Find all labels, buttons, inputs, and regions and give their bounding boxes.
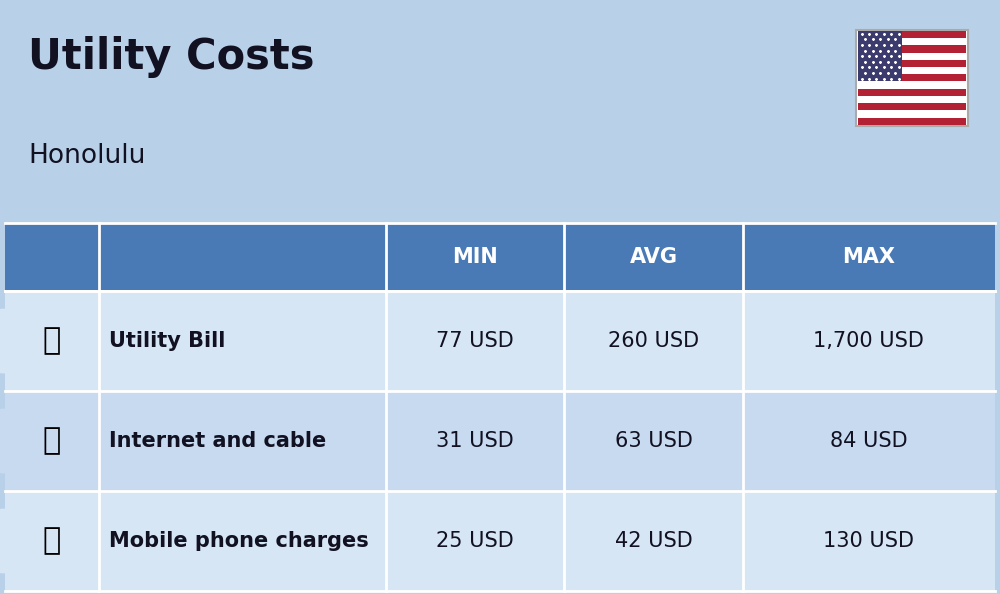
Bar: [858, 45, 966, 52]
Text: Mobile phone charges: Mobile phone charges: [109, 531, 369, 551]
Bar: [858, 52, 966, 60]
Bar: [5, 291, 995, 391]
FancyBboxPatch shape: [0, 508, 107, 573]
Bar: [858, 110, 966, 118]
Bar: [858, 38, 966, 45]
FancyBboxPatch shape: [0, 409, 107, 473]
Text: 📱: 📱: [43, 526, 61, 555]
Bar: [858, 67, 966, 74]
Text: 1,700 USD: 1,700 USD: [813, 331, 924, 351]
FancyBboxPatch shape: [0, 309, 107, 374]
Text: 31 USD: 31 USD: [436, 431, 514, 451]
Bar: [858, 89, 966, 96]
Text: 25 USD: 25 USD: [436, 531, 514, 551]
Text: MAX: MAX: [842, 247, 895, 267]
Bar: [858, 74, 966, 81]
Bar: [858, 103, 966, 110]
Bar: [858, 60, 966, 67]
Text: MIN: MIN: [452, 247, 498, 267]
Bar: [5, 223, 995, 291]
Bar: [858, 31, 966, 38]
Bar: [858, 96, 966, 103]
Text: 130 USD: 130 USD: [823, 531, 914, 551]
Text: 84 USD: 84 USD: [830, 431, 908, 451]
Bar: [858, 81, 966, 89]
Text: Utility Costs: Utility Costs: [28, 36, 314, 78]
Bar: [5, 391, 995, 491]
Text: 42 USD: 42 USD: [615, 531, 692, 551]
Text: Honolulu: Honolulu: [28, 143, 145, 169]
Text: 63 USD: 63 USD: [615, 431, 692, 451]
Text: 🔌: 🔌: [43, 327, 61, 356]
Text: Internet and cable: Internet and cable: [109, 431, 326, 451]
Text: AVG: AVG: [629, 247, 677, 267]
Bar: [5, 491, 995, 591]
Text: 260 USD: 260 USD: [608, 331, 699, 351]
Bar: [858, 31, 902, 81]
Text: Utility Bill: Utility Bill: [109, 331, 225, 351]
FancyBboxPatch shape: [856, 30, 968, 126]
Text: 📡: 📡: [43, 426, 61, 456]
Text: 77 USD: 77 USD: [436, 331, 514, 351]
Bar: [858, 118, 966, 125]
